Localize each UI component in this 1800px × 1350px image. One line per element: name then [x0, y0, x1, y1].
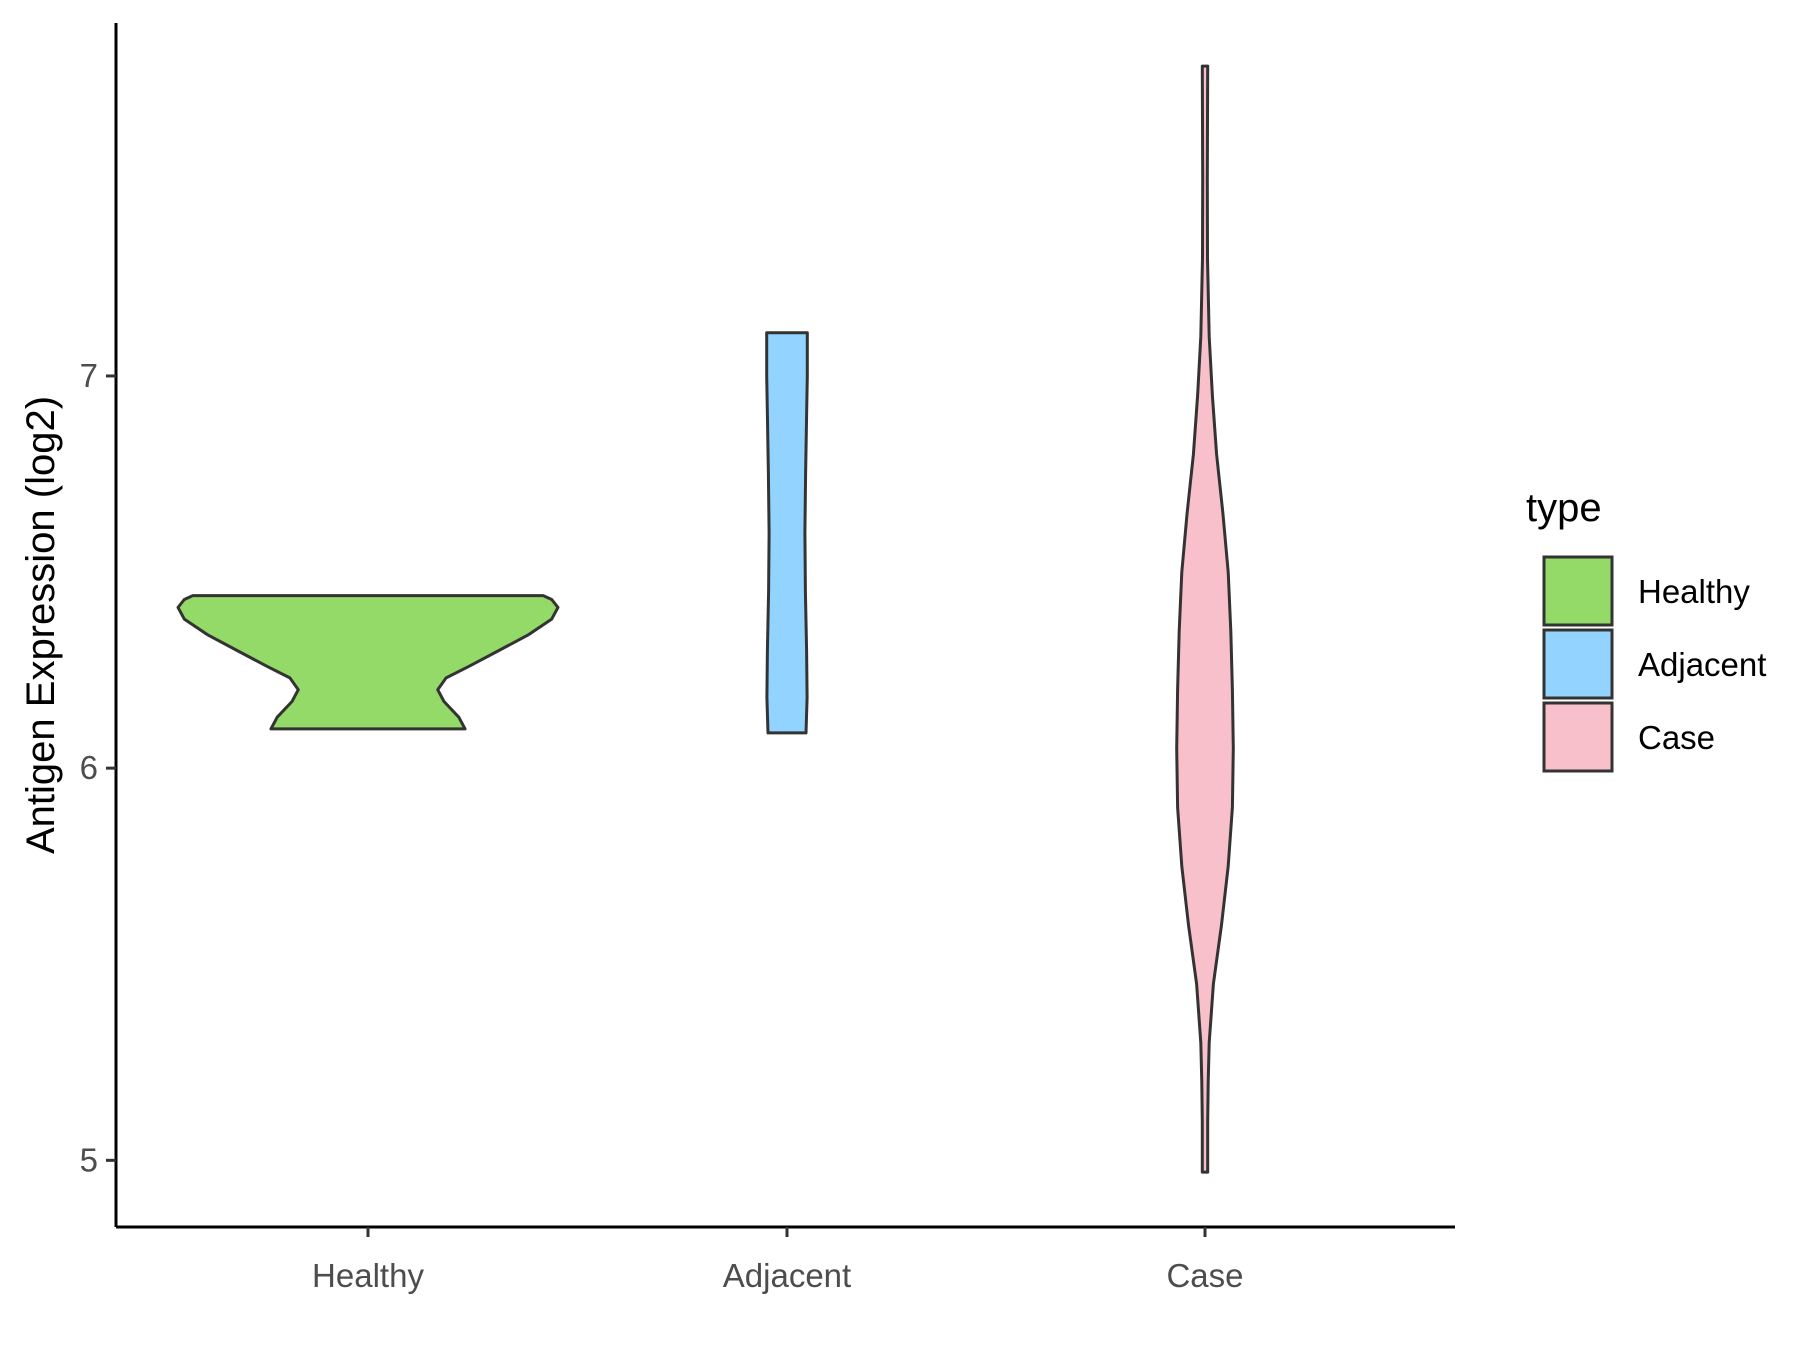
- violin-healthy: [176, 594, 560, 731]
- legend-swatch-healthy: [1542, 555, 1614, 627]
- x-tick-label: Adjacent: [723, 1257, 851, 1294]
- violin-adjacent: [765, 331, 809, 735]
- y-tick-label: 5: [80, 1141, 98, 1178]
- legend-label-adjacent: Adjacent: [1638, 646, 1766, 683]
- y-ticks: 5 6 7: [80, 357, 116, 1178]
- legend-swatch-adjacent: [1542, 628, 1614, 700]
- x-tick-label: Case: [1166, 1257, 1243, 1294]
- legend-label-healthy: Healthy: [1638, 573, 1750, 610]
- violins: [176, 64, 1235, 1174]
- violin-case: [1175, 64, 1235, 1174]
- x-tick-label: Healthy: [312, 1257, 424, 1294]
- legend-label-case: Case: [1638, 719, 1715, 756]
- y-axis-title: Antigen Expression (log2): [19, 396, 63, 854]
- legend: type Healthy Adjacent Case: [1526, 486, 1766, 773]
- x-ticks: Healthy Adjacent Case: [312, 1227, 1244, 1294]
- legend-swatch-case: [1542, 701, 1614, 773]
- legend-title: type: [1526, 486, 1602, 530]
- y-tick-label: 7: [80, 357, 98, 394]
- y-tick-label: 6: [80, 749, 98, 786]
